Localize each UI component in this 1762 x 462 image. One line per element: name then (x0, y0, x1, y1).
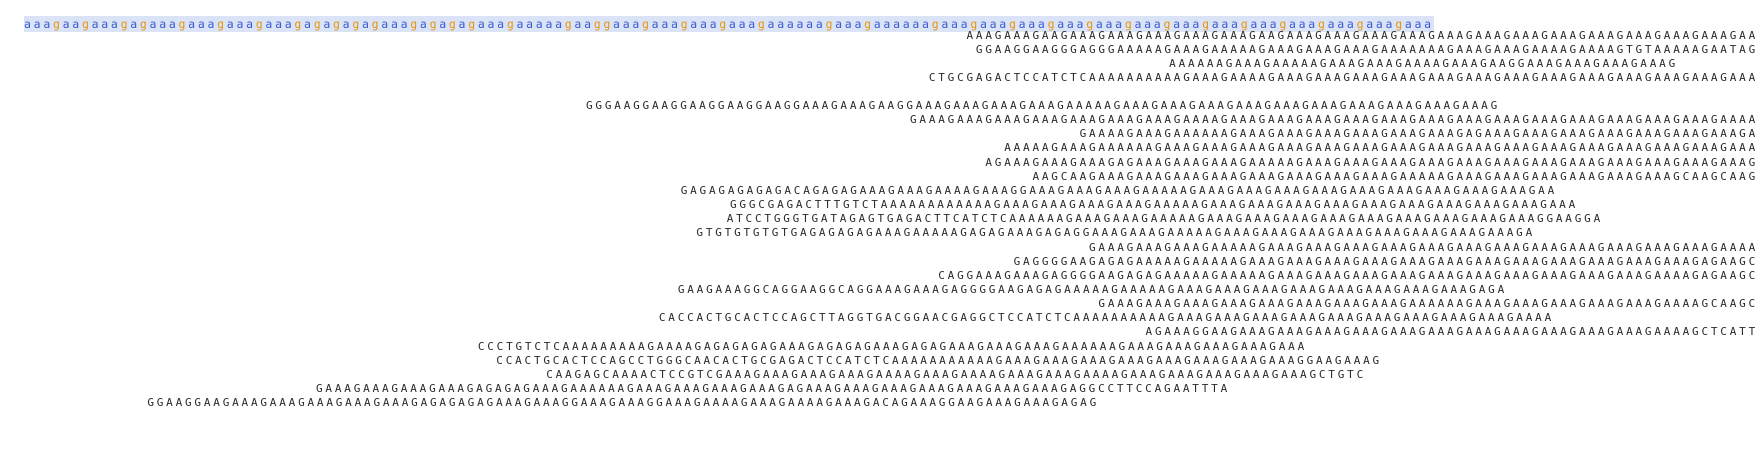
read-row[interactable]: AAAGAAAGAAGAAAGAAAGAAAGAAAGAAAGAAGAAAGAA… (966, 29, 1758, 42)
read-row[interactable]: GAAAGAAAGAAAGAAAGAGAGAGAAAGAAAAAAGAAAGAA… (316, 382, 1230, 395)
read-row[interactable]: GAAAAGAAAGAAAAAAGAAAGAAAGAAAGAAAGAAAGAAA… (1079, 127, 1758, 140)
read-row[interactable]: ATCCTGGGTGATAGAGTGAGACTTCATCTCAAAAAAGAAA… (726, 212, 1603, 225)
read-row[interactable]: CTGCGAGACTCCATCTCAAAAAAAAAAGAAAGAAAAGAAA… (928, 71, 1758, 84)
read-row[interactable]: GGGAAGGAAGGAAGGAAGGAAGGAAAGAAAGAAGGAAAGA… (586, 99, 1500, 112)
read-row[interactable]: CCACTGCACTCCAGCCTGGGCAACACTGCGAGACTCCATC… (496, 354, 1382, 367)
read-row[interactable]: GAAGAAAGGCAGGAAGGCAGGAAAGAAAGAGGGGAAGAGA… (677, 283, 1507, 296)
read-row[interactable]: GAAAGAAAGAAAGAAAGAAAGAAAGAAAGAAAGAAAAAAG… (1098, 297, 1758, 310)
read-row[interactable]: GGGCGAGACTTTGTCTAAAAAAAAAAAAGAAAGAAAGAAA… (729, 198, 1578, 211)
read-row[interactable]: GTGTGTGTGTGAGAGAGAGAAAGAAAAAGAGAGAAAGAGA… (696, 226, 1535, 239)
reference-sequence: aaagaagaaagagaaagaaagaaagaaagagagagagaaa… (24, 17, 1434, 31)
read-row[interactable]: GAAAGAAAGAAAGAAAGAAAGAAAGAAAGAAAAGAAAGAA… (909, 113, 1758, 126)
read-row[interactable]: GAGGGGAAGAGAGAAAAAGAAAAAGAAAGAAAGAAAGAAA… (1013, 255, 1758, 268)
read-row[interactable]: AGAAAGGAAGAAAGAAAGAAAGAAAGAAAGAAAGAAAGAA… (1145, 325, 1758, 338)
read-row[interactable]: AAAAAAGAAAGAAAAAGAAAGAAAGAAAAGAAAGAAGGAA… (1169, 57, 1678, 70)
read-row[interactable]: GGAAGGAAGAAAGAAAGAAAGAAAGAAAGAGAGAGAGAAA… (147, 396, 1099, 409)
read-row[interactable]: GGAAGGAAGGGAGGGAAAAAGAAAGAAAAAGAAAGAAAGA… (975, 43, 1758, 56)
read-row[interactable]: CAGGAAAGAAAGAGGGGAAGAGAGAAAAAGAAAAAGAAAG… (938, 269, 1758, 282)
read-row[interactable]: AAGCAAGAAAGAAAGAAAGAAAGAAAGAAAGAAAGAAAGA… (1032, 170, 1758, 183)
read-row[interactable]: GAAAGAAAGAAAGAAAAAGAAAGAAAGAAAGAAAGAAAGA… (1088, 241, 1758, 254)
read-row[interactable]: AGAAAGAAAGAAAGAGAAAGAAAGAAAGAAAAAGAAAGAA… (985, 156, 1758, 169)
read-row[interactable]: CCCTGTCTCAAAAAAAAAGAAAAGAGAGAGAGAAAGAGAG… (477, 340, 1307, 353)
read-row[interactable]: CAAGAGCAAAACTCCGTCGAAAGAAAGAAAGAAAGAAAAG… (546, 368, 1366, 381)
read-row[interactable]: GAGAGAGAGAGACAGAGAGAAAGAAAGAAAAGAAAGGAAA… (680, 184, 1557, 197)
read-row[interactable]: CACCACTGCACTCCAGCTTAGGTGACGGAACGAGGCTCCA… (658, 311, 1554, 324)
reference-track[interactable]: aaagaagaaagagaaagaaagaaagaaagagagagagaaa… (24, 16, 1434, 32)
read-row[interactable]: AAAAAGAAAGAAAAAAGAAAGAAAGAAAGAAAGAAAGAAA… (1004, 141, 1758, 154)
